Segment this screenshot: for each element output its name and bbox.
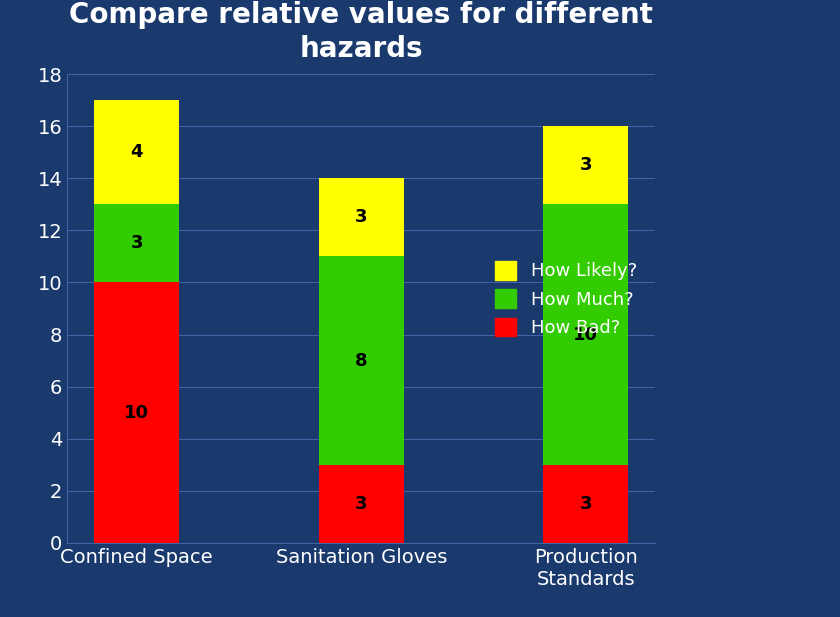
Bar (543, 204, 628, 465)
Bar (94, 100, 179, 204)
Legend: How Likely?, How Much?, How Bad?: How Likely?, How Much?, How Bad? (486, 252, 646, 346)
Text: 8: 8 (354, 352, 368, 370)
Text: 3: 3 (355, 495, 367, 513)
Text: 10: 10 (573, 326, 598, 344)
Text: 3: 3 (580, 156, 592, 174)
Text: 4: 4 (130, 143, 143, 161)
Bar (94, 204, 179, 283)
Bar (543, 126, 628, 204)
Bar (318, 178, 404, 257)
Text: 3: 3 (355, 209, 367, 226)
Bar (318, 465, 404, 543)
Title: Compare relative values for different
hazards: Compare relative values for different ha… (69, 1, 654, 64)
Text: 3: 3 (130, 234, 143, 252)
Bar (318, 257, 404, 465)
Text: 10: 10 (124, 404, 150, 421)
Text: 3: 3 (580, 495, 592, 513)
Bar (543, 465, 628, 543)
Bar (94, 283, 179, 543)
